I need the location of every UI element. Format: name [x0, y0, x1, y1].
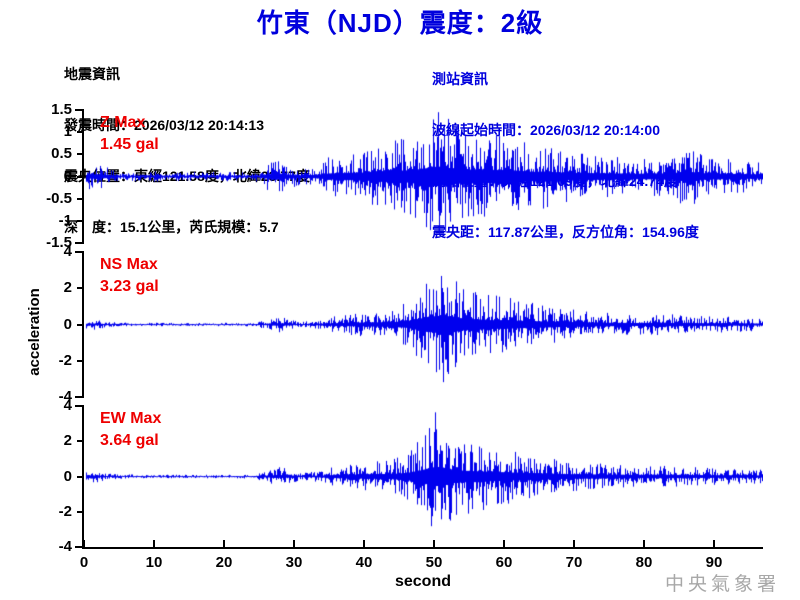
x-tick: [433, 540, 435, 548]
x-tick: [503, 540, 505, 548]
y-tick-label-ns: 4: [63, 243, 72, 260]
y-tick-ns: [75, 251, 84, 253]
x-tick-label: 10: [145, 554, 163, 571]
y-tick-ns: [75, 396, 84, 398]
x-tick: [643, 540, 645, 548]
x-tick-label: 0: [79, 554, 89, 571]
y-tick-label-ns: -4: [58, 388, 72, 405]
y-tick-label-ew: -2: [58, 502, 72, 520]
y-tick-z: [75, 109, 84, 111]
max-label-value: 3.64 gal: [100, 432, 159, 449]
y-tick-label-ew: -4: [58, 538, 72, 555]
x-tick-label: 70: [565, 554, 583, 571]
y-tick-label-ns: 2: [63, 279, 72, 297]
y-tick-z: [77, 131, 84, 134]
y-tick-label-z: -0.5: [46, 189, 72, 207]
max-label-value: 3.23 gal: [100, 278, 159, 295]
y-tick-ew: [77, 510, 84, 513]
x-tick: [573, 540, 575, 548]
x-tick-label: 80: [635, 554, 653, 571]
y-tick-z: [77, 219, 84, 222]
waveform-panel-z: [82, 110, 763, 243]
x-axis-line: [82, 547, 763, 549]
waveform-panel-ew: [82, 406, 763, 547]
waveform-panel-ns: [82, 252, 763, 397]
y-tick-z: [77, 153, 84, 156]
x-axis-label: second: [394, 573, 451, 590]
y-tick-label-z: 1: [63, 123, 72, 141]
max-label-name: EW Max: [100, 410, 162, 427]
max-label-ns: NS Max 3.23 gal: [100, 254, 159, 298]
max-label-name: NS Max: [100, 256, 158, 273]
x-tick-label: 20: [215, 554, 233, 571]
y-tick-ns: [77, 323, 84, 326]
x-tick-label: 90: [705, 554, 723, 571]
x-tick-label: 30: [285, 554, 303, 571]
y-tick-ew: [75, 546, 84, 548]
max-label-value: 1.45 gal: [100, 136, 159, 153]
y-tick-label-z: 0.5: [51, 145, 72, 163]
waveform-canvas-ns: [84, 252, 763, 397]
y-tick-label-ew: 0: [63, 467, 72, 485]
y-tick-z: [77, 175, 84, 178]
y-tick-ew: [77, 440, 84, 443]
y-tick-ew: [75, 405, 84, 407]
y-tick-label-z: 1.5: [51, 101, 72, 118]
y-tick-label-ew: 2: [63, 432, 72, 450]
y-tick-label-z: -1: [58, 211, 72, 229]
y-tick-ns: [77, 287, 84, 290]
y-tick-z: [77, 197, 84, 200]
y-tick-label-z: -1.5: [46, 234, 72, 251]
station-info-heading: 測站資訊: [432, 71, 488, 87]
x-tick: [223, 540, 225, 548]
x-tick: [153, 540, 155, 548]
waveform-canvas-ew: [84, 406, 763, 547]
y-tick-label-z: 0: [63, 167, 72, 185]
y-tick-z: [75, 242, 84, 244]
max-label-ew: EW Max 3.64 gal: [100, 408, 161, 452]
y-tick-ew: [77, 475, 84, 478]
y-tick-label-ns: -2: [58, 351, 72, 369]
max-label-name: Z Max: [100, 114, 146, 131]
earthquake-info-heading: 地震資訊: [64, 66, 120, 82]
x-tick: [363, 540, 365, 548]
x-tick-label: 50: [425, 554, 443, 571]
y-tick-label-ns: 0: [63, 315, 72, 333]
max-label-z: Z Max 1.45 gal: [100, 112, 159, 156]
x-tick-label: 60: [495, 554, 513, 571]
page-title: 竹東（NJD）震度：2級: [256, 8, 544, 38]
waveform-canvas-z: [84, 110, 763, 243]
y-tick-ns: [77, 359, 84, 362]
y-tick-label-ew: 4: [63, 397, 72, 414]
agency-watermark: 中央氣象署: [664, 573, 780, 595]
x-tick: [83, 540, 85, 548]
x-tick: [293, 540, 295, 548]
x-tick-label: 40: [355, 554, 373, 571]
x-tick: [713, 540, 715, 548]
